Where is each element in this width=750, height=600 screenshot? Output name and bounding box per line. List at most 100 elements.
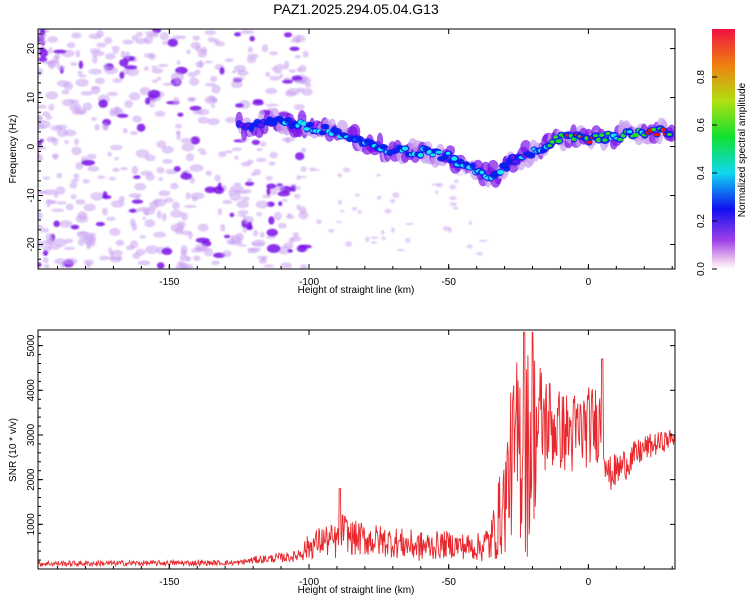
noise-blob (197, 49, 208, 58)
spectrogram-xtick-label: -100 (299, 277, 319, 288)
noise-blob (256, 147, 263, 152)
ridge-peak (322, 124, 328, 129)
noise-blob (128, 92, 141, 101)
noise-blob (180, 138, 193, 144)
noise-blob (45, 199, 57, 204)
noise-blob (273, 69, 282, 74)
noise-blob (142, 217, 147, 220)
noise-blob (273, 211, 282, 221)
noise-blob (436, 182, 444, 188)
colorbar-tick-label: 0.2 (696, 214, 707, 228)
snr-ytick-label: 3000 (26, 423, 37, 446)
noise-blob (132, 115, 142, 123)
noise-blob (300, 147, 307, 153)
noise-blob (149, 102, 155, 108)
noise-blob (261, 44, 269, 53)
noise-blob (449, 196, 457, 201)
noise-blob (189, 177, 195, 184)
spectrogram-axes: -150 -100 -50 0 20 10 0 -10 -20 (26, 29, 675, 288)
noise-blob (161, 212, 167, 222)
noise-blob (64, 140, 69, 144)
noise-blob (145, 173, 155, 181)
noise-blob (145, 97, 151, 105)
ridge-peak (479, 170, 484, 175)
spectrogram-ytick-label: -20 (26, 237, 37, 252)
figure-title: PAZ1.2025.294.05.04.G13 (273, 1, 439, 17)
noise-blob (184, 204, 197, 209)
noise-blob (192, 35, 200, 41)
ridge-peak (503, 166, 510, 170)
noise-blob (246, 56, 257, 64)
noise-blob (207, 95, 216, 102)
noise-blob (449, 202, 457, 207)
noise-blob (45, 115, 53, 120)
ridge-peak (306, 122, 313, 127)
spectrogram-ylabel: Frequency (Hz) (8, 115, 19, 184)
noise-blob (287, 212, 292, 218)
snr-xtick-label: 0 (586, 577, 592, 588)
noise-blob (218, 151, 227, 158)
colorbar-scale (712, 29, 735, 269)
noise-blob (466, 244, 473, 249)
noise-blob (114, 157, 120, 161)
noise-blob (244, 181, 255, 186)
noise-blob (389, 199, 396, 203)
noise-blob (114, 106, 120, 111)
noise-blob (110, 250, 124, 256)
noise-blob (120, 50, 126, 59)
noise-blob (128, 193, 142, 198)
noise-blob (174, 123, 183, 129)
noise-blob (435, 190, 439, 195)
noise-blob (70, 178, 80, 183)
ridge-peak (334, 130, 341, 134)
noise-blob (69, 105, 78, 112)
noise-blob (192, 255, 201, 261)
noise-blob (305, 83, 312, 88)
ridge-peak (319, 130, 325, 135)
noise-blob (199, 151, 207, 156)
noise-blob (236, 200, 249, 209)
ridge-peak (651, 127, 657, 132)
noise-blob (55, 201, 67, 205)
noise-blob (256, 212, 263, 217)
noise-blob (110, 200, 125, 208)
noise-blob (161, 247, 173, 255)
noise-blob (38, 33, 47, 39)
noise-blob (156, 262, 165, 269)
ridge-peak (617, 137, 623, 142)
noise-blob (151, 68, 164, 74)
noise-blob (53, 220, 60, 228)
noise-blob (106, 91, 119, 97)
noise-blob (204, 30, 217, 35)
noise-blob (180, 249, 187, 257)
noise-blob (55, 124, 68, 130)
ridge-peak (596, 137, 602, 143)
noise-blob (39, 29, 46, 36)
noise-blob (75, 49, 81, 58)
noise-blob (235, 103, 244, 108)
noise-blob (38, 115, 44, 123)
noise-blob (164, 197, 174, 203)
noise-blob (253, 229, 259, 237)
noise-blob (77, 70, 83, 75)
noise-blob (112, 167, 120, 173)
noise-blob (234, 155, 239, 160)
noise-blob (365, 236, 370, 243)
ridge-peak (605, 131, 611, 136)
noise-blob (134, 38, 149, 44)
noise-blob (299, 206, 307, 214)
noise-blob (242, 227, 247, 233)
noise-blob (247, 178, 252, 183)
colorbar-label: Normalized spectral amplitude (737, 82, 748, 217)
noise-blob (156, 210, 162, 219)
noise-blob (351, 206, 358, 211)
snr-panel: -150 -100 -50 0 1000 2000 3000 4000 5000 Height … (8, 329, 676, 596)
ridge-peak (303, 127, 310, 131)
noise-blob (49, 137, 60, 142)
snr-ytick-label: 2000 (26, 468, 37, 491)
ridge-halo (520, 140, 532, 154)
ridge-peak (381, 144, 386, 150)
noise-blob (75, 78, 89, 87)
noise-blob (468, 220, 472, 226)
noise-blob (247, 221, 252, 229)
